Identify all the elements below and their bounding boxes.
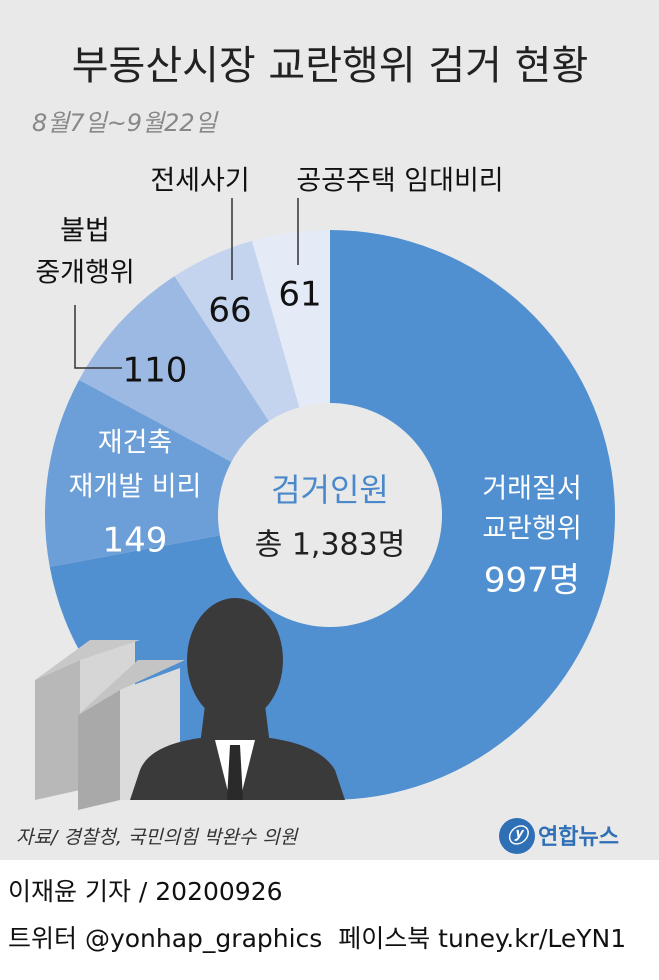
buildings-illustration <box>35 640 185 810</box>
category-label: 전세사기 <box>150 166 249 197</box>
source: 자료/ 경찰청, 국민의힘 박완수 의원 <box>16 827 299 849</box>
person-silhouette <box>130 598 345 800</box>
footer-background <box>0 860 659 980</box>
center-title: 검거인원 <box>271 471 389 509</box>
byline: 이재윤 기자 / 20200926 <box>8 877 283 906</box>
logo: 연합뉴스 <box>538 824 619 850</box>
donut-hole <box>218 403 442 627</box>
leader-line <box>74 305 122 369</box>
center-total: 총 1,383명 <box>255 528 406 563</box>
category-label: 불법 <box>60 216 110 247</box>
chart-title: 부동산시장 교란행위 검거 현황 <box>72 43 589 89</box>
value-label: 149 <box>103 521 168 561</box>
category-label: 공공주택 임대비리 <box>296 166 503 197</box>
logo-mark <box>499 818 535 854</box>
category-label: 거래질서 <box>482 474 581 505</box>
category-label: 중개행위 <box>35 258 134 289</box>
value-label: 61 <box>278 275 321 315</box>
logo-glyph: ⓨ <box>507 824 530 848</box>
category-label: 교란행위 <box>482 514 581 545</box>
social: 트위터 @yonhap_graphics 페이스북 tuney.kr/LeYN1 <box>8 924 626 953</box>
chart-subtitle: 8월7일~9월22일 <box>32 109 219 137</box>
category-label: 재건축 <box>98 428 173 459</box>
value-label: 997명 <box>484 561 580 601</box>
value-label: 66 <box>208 291 251 331</box>
value-label: 110 <box>123 351 188 391</box>
category-label: 재개발 비리 <box>69 472 202 503</box>
